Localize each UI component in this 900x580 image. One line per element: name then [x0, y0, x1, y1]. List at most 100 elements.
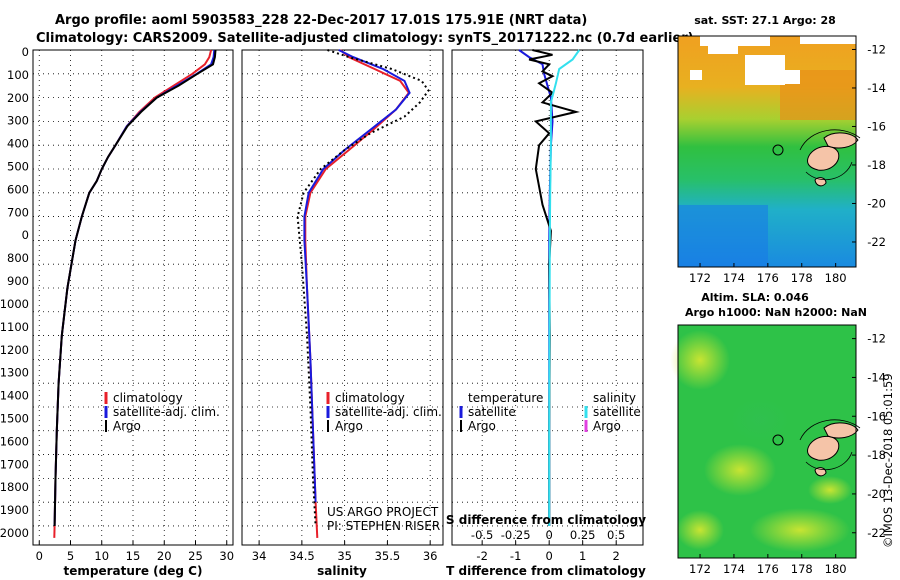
series-salinity-climatology — [304, 49, 411, 538]
map-x-tick-label: 172 — [689, 271, 711, 285]
s-diff-tick-label: 0.25 — [570, 528, 596, 542]
map-y-tick-label: -12 — [867, 332, 886, 346]
map-y-tick-label: -14 — [867, 81, 886, 95]
depth-tick-label: 500 — [7, 160, 29, 174]
difference-panel — [451, 49, 644, 546]
map-x-tick-label: 176 — [757, 271, 779, 285]
depth-tick-label: 1100 — [0, 320, 29, 334]
x-tick-label: 36 — [423, 549, 438, 563]
map-x-tick-label: 174 — [723, 271, 745, 285]
sla-anomaly — [750, 508, 850, 552]
s-diff-tick-label: -0.25 — [501, 528, 531, 542]
s-diff-tick-label: 0.5 — [607, 528, 625, 542]
grid-layer — [33, 49, 643, 545]
salinity-legend: climatology satellite-adj. clim. Argo — [326, 391, 442, 433]
legend-satellite-label: satellite-adj. clim. — [113, 405, 220, 419]
map-y-tick-label: -16 — [867, 119, 886, 133]
series-temperature-climatology — [53, 49, 213, 538]
salinity-xlabel: salinity — [317, 564, 367, 578]
depth-tick-label: 900 — [7, 274, 29, 288]
depth-tick-label: 1800 — [0, 480, 29, 494]
legend-argo-label: Argo — [113, 419, 141, 433]
sst-cool-patch — [678, 205, 768, 267]
x-tick-label: 20 — [157, 549, 172, 563]
x-tick-label: 2 — [613, 549, 620, 563]
depth-tick-label: 1700 — [0, 457, 29, 471]
depth-tick-label: 300 — [7, 114, 29, 128]
salinity-panel — [241, 49, 444, 546]
map-x-tick-label: 178 — [791, 271, 813, 285]
sst-map — [677, 35, 861, 268]
fiji-islands — [799, 129, 861, 187]
map-x-tick-label: 178 — [791, 562, 813, 576]
depth-tick-label: 0 — [22, 228, 29, 242]
difference-legend: temperature satellite Argo salinity sate… — [459, 391, 641, 433]
sst-map-title: sat. SST: 27.1 Argo: 28 — [694, 14, 836, 27]
legend-s-satellite-label: satellite — [593, 405, 641, 419]
sla-map-title-line-2: Argo h1000: NaN h2000: NaN — [685, 306, 867, 319]
legend-s-argo-label: Argo — [593, 419, 621, 433]
x-tick-label: 35.5 — [375, 549, 401, 563]
imos-timestamp: ©IMOS 13-Dec-2018 05:01:59 — [881, 373, 895, 548]
sst-map-frame — [677, 35, 857, 268]
depth-tick-label: 200 — [7, 91, 29, 105]
legend-t-satellite-label: satellite — [468, 405, 516, 419]
sla-map-axes: 172 174 176 178 180 -12 -14 -16 -18 -20 -22 — [689, 332, 886, 576]
tick-layer: 0100200300400500600700080090010001100120… — [0, 45, 625, 563]
x-tick-label: -2 — [476, 549, 487, 563]
map-x-tick-label: 180 — [825, 562, 847, 576]
sla-map-title-line-1: Altim. SLA: 0.046 — [701, 291, 809, 304]
x-tick-label: 5 — [67, 549, 74, 563]
map-y-tick-label: -18 — [867, 448, 886, 462]
depth-tick-label: 1000 — [0, 297, 29, 311]
depth-tick-label: 400 — [7, 137, 29, 151]
legend-temperature-title: temperature — [468, 391, 543, 405]
depth-tick-label: 1900 — [0, 503, 29, 517]
depth-tick-label: 1300 — [0, 366, 29, 380]
project-credit-line-2: PI: STEPHEN RISER — [327, 519, 440, 533]
depth-tick-label: 1200 — [0, 343, 29, 357]
depth-tick-label: 1400 — [0, 389, 29, 403]
depth-tick-label: 800 — [7, 251, 29, 265]
s-diff-tick-label: -0.5 — [471, 528, 493, 542]
project-credit-line-1: US ARGO PROJECT — [327, 505, 439, 519]
x-tick-label: 0 — [546, 549, 553, 563]
legend-t-argo-label: Argo — [468, 419, 496, 433]
x-tick-label: 30 — [219, 549, 234, 563]
map-y-tick-label: -20 — [867, 196, 886, 210]
depth-tick-label: 1600 — [0, 434, 29, 448]
curve-layer — [53, 49, 581, 538]
map-y-tick-label: -20 — [867, 487, 886, 501]
map-y-tick-label: -16 — [867, 409, 886, 423]
sla-anomaly — [676, 510, 724, 550]
legend-argo-label: Argo — [335, 419, 363, 433]
x-tick-label: 35 — [337, 549, 352, 563]
map-y-tick-label: -22 — [867, 526, 886, 540]
sla-map-frame — [677, 324, 857, 559]
fiji-islands — [799, 419, 861, 477]
series-difference-salinity-satellite — [548, 49, 581, 526]
sst-cloud-mask — [690, 36, 856, 85]
x-tick-label: 15 — [126, 549, 141, 563]
series-salinity-satellite-adj-clim- — [303, 49, 411, 503]
temperature-legend: climatology satellite-adj. clim. Argo — [104, 391, 220, 433]
s-difference-label: S difference from climatology — [446, 513, 646, 527]
series-salinity-argo — [296, 49, 430, 527]
x-tick-label: 25 — [188, 549, 203, 563]
sla-anomaly — [730, 398, 790, 442]
x-tick-label: -1 — [510, 549, 521, 563]
map-y-tick-label: -12 — [867, 42, 886, 56]
map-y-tick-label: -22 — [867, 235, 886, 249]
depth-tick-label: 700 — [7, 205, 29, 219]
x-tick-label: 34 — [252, 549, 267, 563]
legend-salinity-title: salinity — [593, 391, 636, 405]
depth-tick-label: 0 — [22, 45, 29, 59]
x-tick-label: 1 — [579, 549, 586, 563]
map-y-tick-label: -14 — [867, 370, 886, 384]
map-x-tick-label: 180 — [825, 271, 847, 285]
series-temperature-argo — [53, 49, 217, 527]
map-x-tick-label: 174 — [723, 562, 745, 576]
depth-tick-label: 2000 — [0, 526, 29, 540]
legend-climatology-label: climatology — [335, 391, 405, 405]
map-y-tick-label: -18 — [867, 158, 886, 172]
